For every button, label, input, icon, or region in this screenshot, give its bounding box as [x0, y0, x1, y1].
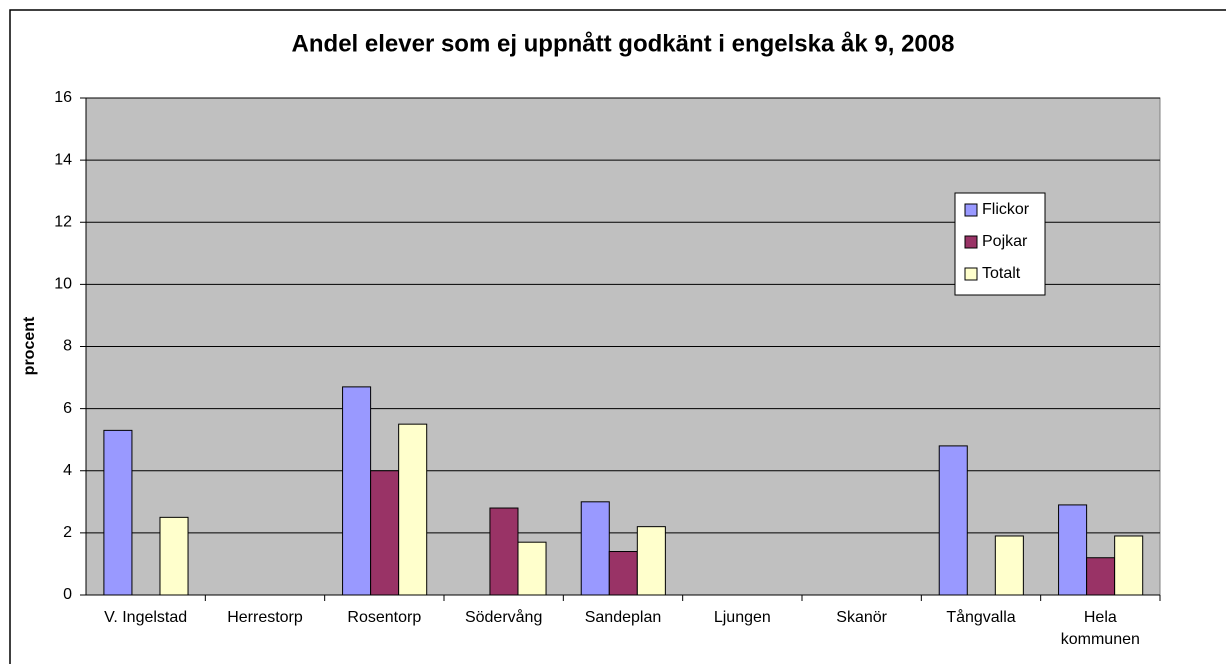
bar	[489, 507, 519, 596]
y-tick-label: 10	[54, 276, 72, 293]
bar	[608, 551, 638, 596]
legend-label: Pojkar	[982, 233, 1028, 250]
x-tick-label: Ljungen	[713, 609, 771, 626]
bar	[1086, 557, 1116, 596]
legend-label: Totalt	[982, 265, 1021, 282]
x-tick-label: Skanör	[836, 609, 887, 626]
bar	[342, 386, 372, 596]
y-tick-label: 8	[63, 338, 72, 355]
y-tick-label: 16	[54, 89, 72, 106]
legend-swatch	[964, 267, 978, 281]
bar	[370, 470, 400, 596]
y-tick-label: 2	[63, 524, 72, 541]
x-tick-label: V. Ingelstad	[104, 609, 188, 626]
x-tick-label: Södervång	[464, 609, 543, 626]
bar	[517, 541, 547, 596]
x-tick-label: Hela kommunen	[1060, 609, 1140, 648]
y-tick-label: 6	[63, 400, 72, 417]
bar	[1058, 504, 1088, 596]
bar	[938, 445, 968, 596]
bar	[994, 535, 1024, 596]
y-tick-label: 0	[63, 586, 72, 603]
y-tick-label: 4	[63, 462, 72, 479]
bar	[103, 429, 133, 596]
bar	[159, 516, 189, 596]
x-tick-label: Rosentorp	[347, 609, 422, 626]
legend-label: Flickor	[982, 201, 1030, 218]
legend-swatch	[964, 203, 978, 217]
bar	[636, 526, 666, 596]
bar	[398, 423, 428, 596]
bar	[1114, 535, 1144, 596]
x-tick-label: Tångvalla	[946, 609, 1016, 626]
y-tick-label: 12	[54, 213, 72, 230]
y-tick-label: 14	[54, 151, 72, 168]
legend-swatch	[964, 235, 978, 249]
x-tick-label: Herrestorp	[227, 609, 303, 626]
x-tick-label: Sandeplan	[584, 609, 662, 626]
y-axis-label: procent	[21, 316, 38, 375]
chart-title: Andel elever som ej uppnått godkänt i en…	[292, 30, 955, 57]
bar	[580, 501, 610, 596]
